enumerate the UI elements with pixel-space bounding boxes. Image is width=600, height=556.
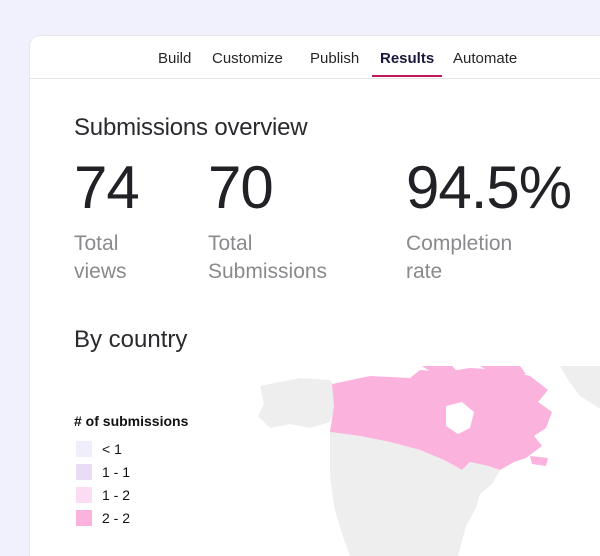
- tab-customize[interactable]: Customize: [212, 50, 283, 67]
- legend-swatch: [76, 440, 92, 457]
- tab-publish[interactable]: Publish: [310, 50, 360, 67]
- map-legend: # of submissions < 1 1 - 1 1 - 2 2 - 2: [74, 413, 188, 529]
- stat-label-line: Completion: [406, 232, 513, 255]
- legend-item: 1 - 1: [74, 460, 188, 483]
- stat-label-line: rate: [406, 260, 443, 283]
- stat-label: Total views: [74, 230, 139, 286]
- map-region-hudson-bay: [446, 402, 474, 434]
- stat-total-views: 74 Total views: [74, 152, 140, 286]
- legend-item: < 1: [74, 437, 188, 460]
- stat-label-line: Submissions: [208, 260, 328, 283]
- active-tab-indicator: [372, 75, 442, 77]
- legend-title: # of submissions: [74, 413, 189, 429]
- tab-build[interactable]: Build: [158, 50, 192, 67]
- stat-label-line: views: [74, 260, 127, 283]
- results-card: Build Customize Publish Results Automate…: [30, 36, 600, 556]
- legend-label: < 1: [102, 440, 122, 457]
- tab-results[interactable]: Results: [380, 50, 435, 67]
- overview-title: Submissions overview: [74, 114, 308, 141]
- stat-completion-rate: 94.5% Completion rate: [406, 152, 572, 286]
- legend-label: 2 - 2: [102, 509, 131, 526]
- world-map[interactable]: [230, 366, 600, 556]
- stat-label-line: Total: [74, 232, 119, 255]
- stat-label: Total Submissions: [208, 230, 327, 286]
- legend-swatch: [76, 509, 92, 526]
- tab-automate[interactable]: Automate: [453, 50, 518, 67]
- top-navigation: Build Customize Publish Results Automate: [30, 36, 600, 79]
- map-region-alaska[interactable]: [258, 378, 340, 428]
- stat-total-submissions: 70 Total Submissions: [208, 152, 327, 286]
- map-region-canada[interactable]: [330, 368, 552, 470]
- legend-swatch: [76, 463, 92, 480]
- stat-value: 74: [74, 154, 140, 221]
- map-region-greenland[interactable]: [560, 366, 600, 410]
- stat-label: Completion rate: [406, 230, 571, 286]
- legend-label: 1 - 1: [102, 463, 131, 480]
- stat-value: 70: [208, 154, 274, 221]
- by-country-title: By country: [74, 326, 188, 353]
- stat-value: 94.5%: [406, 154, 572, 221]
- legend-item: 2 - 2: [74, 506, 188, 529]
- legend-label: 1 - 2: [102, 486, 131, 503]
- legend-item: 1 - 2: [74, 483, 188, 506]
- legend-swatch: [76, 486, 92, 503]
- stat-label-line: Total: [208, 232, 253, 255]
